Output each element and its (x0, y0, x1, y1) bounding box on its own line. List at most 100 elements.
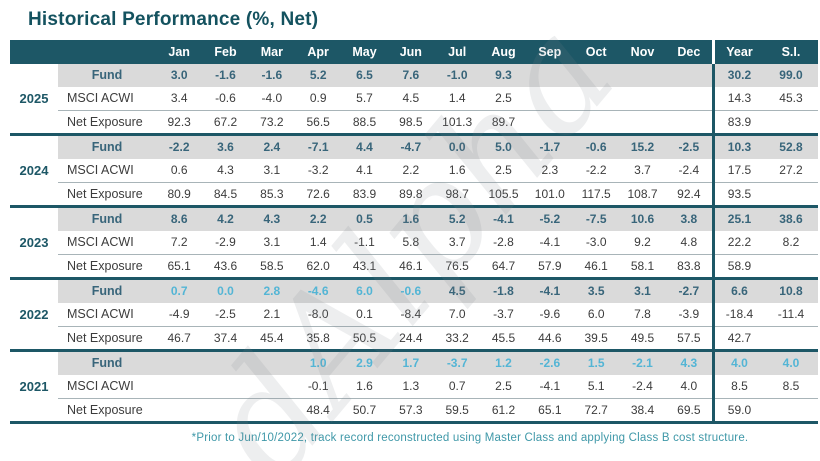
fund-month-value: -4.6 (294, 280, 342, 303)
exposure-month-value (248, 398, 295, 421)
benchmark-month-value: 3.7 (619, 159, 666, 182)
row-label-exposure: Net Exposure (58, 110, 156, 133)
column-divider (711, 303, 715, 326)
year-label: 2024 (10, 159, 58, 182)
exposure-si-value (763, 254, 818, 277)
exposure-month-value: 46.1 (572, 254, 620, 277)
year-label: 2022 (10, 303, 58, 326)
benchmark-month-value: 1.3 (387, 375, 434, 398)
row-label-fund: Fund (58, 280, 156, 303)
fund-month-value: -2.1 (619, 352, 666, 375)
exposure-month-value: 80.9 (156, 182, 203, 205)
exposure-month-value (526, 110, 573, 133)
fund-month-value: 0.7 (156, 280, 203, 303)
benchmark-year-value: 8.5 (714, 375, 764, 398)
benchmark-row: 2025 MSCI ACWI 3.4 -0.6 -4.0 0.9 5.7 4.5 1.4 2.5 1… (10, 87, 818, 110)
fund-month-value: 4.4 (341, 136, 388, 159)
exposure-month-value: 58.1 (619, 254, 666, 277)
year-spacer (10, 110, 58, 133)
exposure-month-value (665, 110, 712, 133)
exposure-month-value: 61.2 (480, 398, 527, 421)
column-divider (711, 110, 715, 133)
exposure-month-value: 83.9 (341, 182, 388, 205)
benchmark-month-value: 5.8 (387, 231, 434, 254)
benchmark-month-value (156, 375, 203, 398)
fund-year-value: 10.3 (714, 136, 764, 159)
fund-row: Fund 8.6 4.2 4.3 2.2 0.5 1.6 5.2 -4.1 -5.2 -7.5 10.… (10, 208, 818, 231)
exposure-si-value (763, 182, 818, 205)
exposure-month-value (202, 398, 249, 421)
exposure-month-value: 56.5 (294, 110, 342, 133)
fund-month-value: -0.6 (572, 136, 620, 159)
exposure-month-value: 98.7 (433, 182, 481, 205)
exposure-month-value: 33.2 (433, 326, 481, 349)
benchmark-month-value: 2.5 (480, 87, 527, 110)
fund-month-value: -4.1 (526, 280, 573, 303)
table-header-row: Jan Feb Mar Apr May Jun Jul Aug Sep Oct Nov Dec Year… (10, 40, 818, 64)
benchmark-month-value: 4.8 (665, 231, 712, 254)
exposure-month-value: 72.6 (294, 182, 342, 205)
exposure-month-value: 88.5 (341, 110, 388, 133)
benchmark-month-value: 4.3 (202, 159, 249, 182)
fund-row: Fund 3.0 -1.6 -1.6 5.2 6.5 7.6 -1.0 9.3 30.2 99.0 (10, 64, 818, 87)
year-column-header: Year (714, 40, 764, 64)
fund-month-value: 0.0 (433, 136, 481, 159)
row-label-benchmark: MSCI ACWI (58, 375, 156, 398)
fund-row: Fund -2.2 3.6 2.4 -7.1 4.4 -4.7 0.0 5.0 -1.7 -0.6 1… (10, 136, 818, 159)
exposure-month-value: 57.5 (665, 326, 712, 349)
benchmark-month-value: 0.7 (433, 375, 481, 398)
benchmark-month-value: 0.6 (156, 159, 203, 182)
benchmark-si-value: 45.3 (763, 87, 818, 110)
performance-table: Jan Feb Mar Apr May Jun Jul Aug Sep Oct Nov Dec Year… (10, 40, 818, 424)
row-label-benchmark: MSCI ACWI (58, 303, 156, 326)
benchmark-month-value: -4.1 (526, 231, 573, 254)
fund-row: Fund 1.0 2.9 1.7 -3.7 1.2 -2.6 1.5 -2.1 4.3 4.0 4.0 (10, 352, 818, 375)
benchmark-month-value (202, 375, 249, 398)
fund-month-value: 4.2 (202, 208, 249, 231)
benchmark-month-value: -4.1 (526, 375, 573, 398)
fund-month-value: 4.3 (248, 208, 295, 231)
benchmark-month-value (665, 87, 712, 110)
benchmark-si-value: 27.2 (763, 159, 818, 182)
fund-month-value: 6.5 (341, 64, 388, 87)
page-title: Historical Performance (%, Net) (28, 9, 319, 30)
column-divider (711, 280, 715, 303)
fund-month-value: 1.7 (387, 352, 434, 375)
benchmark-month-value: -3.2 (294, 159, 342, 182)
benchmark-month-value: 2.1 (248, 303, 295, 326)
exposure-month-value: 76.5 (433, 254, 481, 277)
year-spacer (10, 136, 58, 159)
exposure-month-value: 69.5 (665, 398, 712, 421)
exposure-month-value: 43.6 (202, 254, 249, 277)
month-header: Feb (202, 40, 249, 64)
fund-si-value: 99.0 (763, 64, 818, 87)
exposure-row: Net Exposure 92.3 67.2 73.2 56.5 88.5 98.5 101.… (10, 110, 818, 133)
benchmark-month-value: 3.4 (156, 87, 203, 110)
benchmark-month-value: 7.8 (619, 303, 666, 326)
column-divider (711, 182, 715, 205)
benchmark-month-value: -3.9 (665, 303, 712, 326)
benchmark-month-value (619, 87, 666, 110)
exposure-month-value: 101.3 (433, 110, 481, 133)
header-spacer (10, 40, 58, 64)
benchmark-month-value: 2.5 (480, 159, 527, 182)
exposure-month-value: 65.1 (526, 398, 573, 421)
fund-month-value: 1.0 (294, 352, 342, 375)
exposure-month-value: 89.7 (480, 110, 527, 133)
exposure-month-value: 50.5 (341, 326, 388, 349)
fund-year-value: 25.1 (714, 208, 764, 231)
exposure-month-value: 84.5 (202, 182, 249, 205)
exposure-month-value: 101.0 (526, 182, 573, 205)
benchmark-month-value: 4.5 (387, 87, 434, 110)
month-header: Apr (294, 40, 342, 64)
exposure-month-value: 45.5 (480, 326, 527, 349)
row-label-benchmark: MSCI ACWI (58, 159, 156, 182)
fund-month-value: 8.6 (156, 208, 203, 231)
row-label-exposure: Net Exposure (58, 398, 156, 421)
fund-month-value: 1.2 (480, 352, 527, 375)
fund-month-value: -1.0 (433, 64, 481, 87)
column-divider (711, 159, 715, 182)
fund-month-value: 10.6 (619, 208, 666, 231)
month-header: Jan (156, 40, 203, 64)
row-label-fund: Fund (58, 64, 156, 87)
